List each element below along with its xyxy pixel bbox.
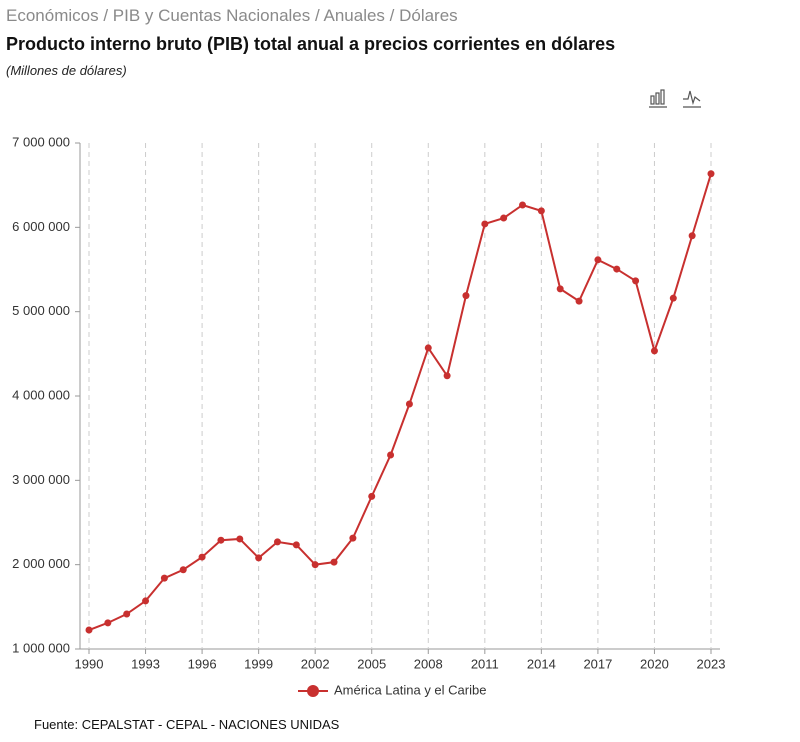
data-point bbox=[236, 535, 244, 543]
data-point bbox=[123, 610, 131, 618]
data-point bbox=[405, 400, 413, 408]
data-point bbox=[273, 538, 281, 546]
data-point bbox=[650, 347, 658, 355]
data-point bbox=[613, 265, 621, 273]
x-tick-label: 2002 bbox=[301, 656, 330, 671]
y-tick-label: 1 000 000 bbox=[12, 640, 70, 655]
data-point bbox=[462, 292, 470, 300]
y-tick-label: 4 000 000 bbox=[12, 387, 70, 402]
data-point bbox=[368, 492, 376, 500]
data-point bbox=[179, 566, 187, 574]
x-tick-label: 1990 bbox=[75, 656, 104, 671]
data-point bbox=[519, 201, 527, 209]
legend-label: América Latina y el Caribe bbox=[334, 682, 486, 697]
data-point bbox=[594, 256, 602, 264]
y-tick-label: 2 000 000 bbox=[12, 556, 70, 571]
data-point bbox=[575, 297, 583, 305]
breadcrumb[interactable]: Económicos / PIB y Cuentas Nacionales / … bbox=[6, 6, 458, 25]
x-tick-label: 2020 bbox=[640, 656, 669, 671]
data-point bbox=[311, 561, 319, 569]
data-point bbox=[255, 554, 263, 562]
x-tick-label: 2023 bbox=[697, 656, 726, 671]
line-chart-icon[interactable] bbox=[683, 90, 701, 108]
data-point bbox=[443, 372, 451, 380]
data-point bbox=[387, 451, 395, 459]
y-tick-label: 3 000 000 bbox=[12, 472, 70, 487]
data-point bbox=[669, 294, 677, 302]
x-tick-label: 2008 bbox=[414, 656, 443, 671]
data-point bbox=[481, 220, 489, 228]
source: Fuente: CEPALSTAT - CEPAL - NACIONES UNI… bbox=[34, 717, 340, 732]
x-tick-label: 1996 bbox=[188, 656, 217, 671]
data-point bbox=[688, 232, 696, 240]
y-tick-label: 5 000 000 bbox=[12, 303, 70, 318]
x-tick-label: 2014 bbox=[527, 656, 556, 671]
data-point bbox=[198, 553, 206, 561]
data-point bbox=[85, 626, 93, 634]
data-point bbox=[424, 344, 432, 352]
data-point bbox=[217, 536, 225, 544]
chart-subtitle: (Millones de dólares) bbox=[6, 63, 127, 78]
data-point bbox=[142, 597, 150, 605]
x-tick-label: 1999 bbox=[244, 656, 273, 671]
data-point bbox=[160, 574, 168, 582]
x-tick-label: 1993 bbox=[131, 656, 160, 671]
x-tick-label: 2005 bbox=[357, 656, 386, 671]
data-point bbox=[349, 534, 357, 542]
data-point bbox=[104, 619, 112, 627]
y-tick-label: 7 000 000 bbox=[12, 134, 70, 149]
series-line bbox=[88, 173, 712, 631]
data-point bbox=[500, 214, 508, 222]
data-point bbox=[292, 541, 300, 549]
data-point bbox=[537, 207, 545, 215]
data-point bbox=[330, 558, 338, 566]
data-point bbox=[632, 277, 640, 285]
x-tick-label: 2017 bbox=[583, 656, 612, 671]
legend-marker bbox=[307, 685, 319, 697]
data-point bbox=[556, 285, 564, 293]
y-tick-label: 6 000 000 bbox=[12, 219, 70, 234]
chart-title: Producto interno bruto (PIB) total anual… bbox=[6, 34, 616, 54]
x-tick-label: 2011 bbox=[471, 656, 499, 671]
bar-chart-icon[interactable] bbox=[649, 89, 667, 108]
data-point bbox=[707, 170, 715, 178]
